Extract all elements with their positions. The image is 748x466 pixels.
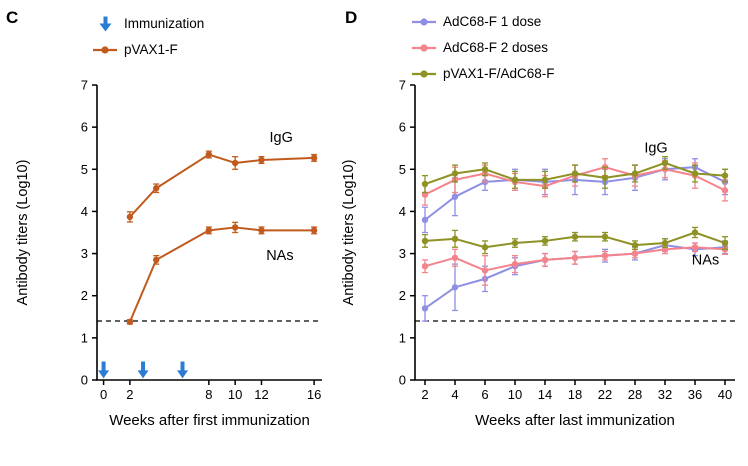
svg-text:IgG: IgG xyxy=(644,141,667,157)
legend-label: Immunization xyxy=(124,16,205,31)
panel-c-label: C xyxy=(6,8,19,27)
panel-d-label: D xyxy=(345,8,358,27)
line-dot-icon xyxy=(93,45,117,55)
svg-text:7: 7 xyxy=(399,78,406,93)
svg-text:0: 0 xyxy=(81,373,88,388)
svg-text:22: 22 xyxy=(598,387,612,402)
legend-item-pvax1f-adc68f: pVAX1-F/AdC68-F xyxy=(412,65,555,82)
svg-text:Weeks after last immunization: Weeks after last immunization xyxy=(475,412,675,429)
svg-text:5: 5 xyxy=(81,162,88,177)
svg-text:Antibody titers (Log10): Antibody titers (Log10) xyxy=(15,160,31,306)
svg-text:IgG: IgG xyxy=(270,130,293,146)
svg-text:NAs: NAs xyxy=(692,252,719,268)
svg-text:2: 2 xyxy=(399,288,406,303)
svg-text:3: 3 xyxy=(81,246,88,261)
svg-text:28: 28 xyxy=(628,387,642,402)
panel-c: C Immunization pVAX1-F 0 1 2 3 4 5 6 7 0 2 8 10 12 16… xyxy=(0,0,340,466)
panel-d: D AdC68-F 1 dose AdC68-F 2 doses pVAX1-F… xyxy=(340,0,748,466)
svg-text:18: 18 xyxy=(568,387,582,402)
legend-item-immunization: Immunization xyxy=(93,15,204,32)
immunization-down-arrow-icon xyxy=(93,16,117,32)
legend-label: AdC68-F 2 doses xyxy=(443,40,549,55)
svg-text:16: 16 xyxy=(307,387,321,402)
svg-text:6: 6 xyxy=(81,120,88,135)
line-dot-icon xyxy=(412,17,436,27)
svg-text:4: 4 xyxy=(399,204,406,219)
svg-text:4: 4 xyxy=(451,387,458,402)
svg-text:2: 2 xyxy=(421,387,428,402)
svg-text:40: 40 xyxy=(718,387,732,402)
svg-text:4: 4 xyxy=(81,204,88,219)
line-dot-icon xyxy=(412,43,436,53)
svg-text:14: 14 xyxy=(538,387,552,402)
svg-text:8: 8 xyxy=(205,387,212,402)
chart-weeks-after-last-immunization: 0 1 2 3 4 5 6 7 2 4 6 10 14 18 22 28 32 36 40 IgG NAs Weeks a… xyxy=(341,78,735,429)
legend-item-adc68f-2doses: AdC68-F 2 doses xyxy=(412,39,555,56)
svg-text:Weeks after first immunization: Weeks after first immunization xyxy=(109,412,310,429)
svg-text:5: 5 xyxy=(399,162,406,177)
svg-text:1: 1 xyxy=(399,330,406,345)
svg-text:6: 6 xyxy=(399,120,406,135)
legend-item-pvax1f: pVAX1-F xyxy=(93,41,204,58)
svg-text:32: 32 xyxy=(658,387,672,402)
svg-text:0: 0 xyxy=(399,373,406,388)
svg-text:7: 7 xyxy=(81,78,88,93)
svg-text:36: 36 xyxy=(688,387,702,402)
svg-text:6: 6 xyxy=(481,387,488,402)
svg-text:10: 10 xyxy=(508,387,522,402)
svg-text:0: 0 xyxy=(100,387,107,402)
line-dot-icon xyxy=(412,69,436,79)
svg-text:3: 3 xyxy=(399,246,406,261)
legend-label: pVAX1-F/AdC68-F xyxy=(443,66,555,81)
svg-text:2: 2 xyxy=(81,288,88,303)
svg-text:1: 1 xyxy=(81,330,88,345)
svg-text:12: 12 xyxy=(254,387,268,402)
panel-d-legend: AdC68-F 1 dose AdC68-F 2 doses pVAX1-F/A… xyxy=(412,13,555,82)
legend-label: AdC68-F 1 dose xyxy=(443,14,542,29)
svg-text:Antibody titers (Log10): Antibody titers (Log10) xyxy=(341,160,357,306)
svg-text:NAs: NAs xyxy=(266,248,293,264)
panel-c-legend: Immunization pVAX1-F xyxy=(93,15,204,58)
legend-label: pVAX1-F xyxy=(124,42,178,57)
svg-text:2: 2 xyxy=(126,387,133,402)
legend-item-adc68f-1dose: AdC68-F 1 dose xyxy=(412,13,555,30)
svg-text:10: 10 xyxy=(228,387,242,402)
